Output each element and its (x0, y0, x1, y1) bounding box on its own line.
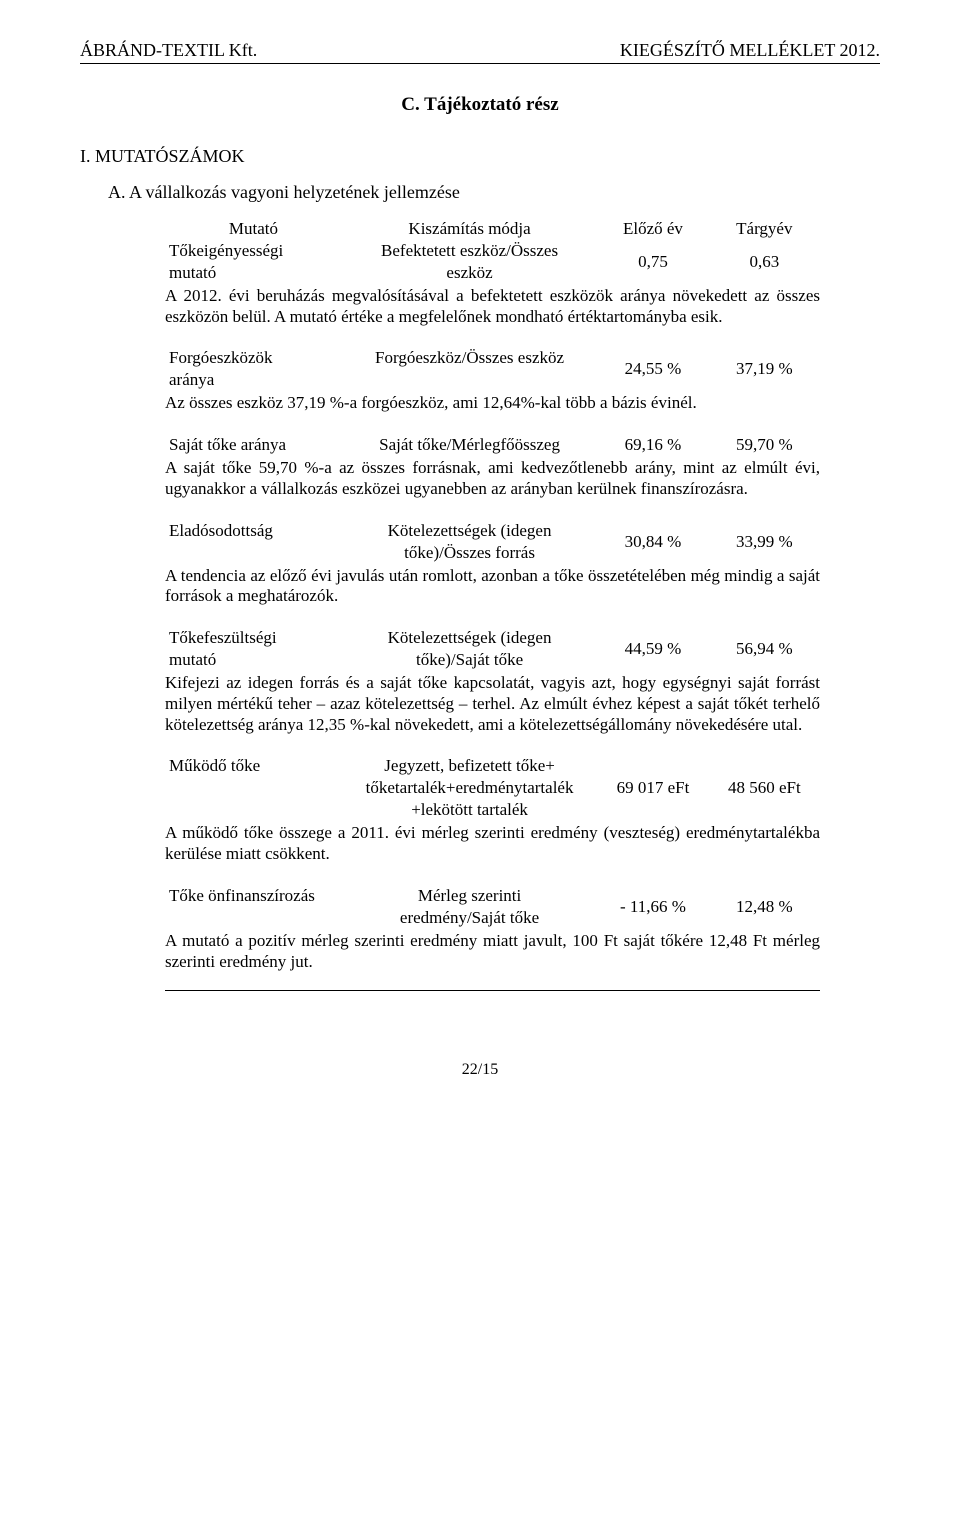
row-name2: mutató (165, 649, 342, 671)
row-name2 (165, 542, 342, 564)
row-calc2 (342, 369, 597, 391)
row-curr: 59,70 % (709, 434, 820, 456)
row-curr: 48 560 eFt (709, 755, 820, 821)
indicator-row-6: Tőke önfinanszírozás Mérleg szerinti - 1… (165, 885, 820, 929)
row-calc: Forgóeszköz/Összes eszköz (342, 347, 597, 369)
row-curr: 37,19 % (709, 347, 820, 391)
indicator-row-3: Eladósodottság Kötelezettségek (idegen 3… (165, 520, 820, 564)
row-name2 (165, 907, 342, 929)
content-block: Mutató Kiszámítás módja Előző év Tárgyév… (165, 218, 820, 991)
row-prev: 0,75 (597, 240, 708, 284)
subsection-i: I. MUTATÓSZÁMOK (80, 146, 880, 167)
row-prev: 69 017 eFt (597, 755, 708, 821)
row-calc2: tőke)/Összes forrás (342, 542, 597, 564)
row-explain-3: A tendencia az előző évi javulás után ro… (165, 566, 820, 607)
indicator-row-4: Tőkefeszültségi Kötelezettségek (idegen … (165, 627, 820, 671)
indicator-row-2: Saját tőke aránya Saját tőke/Mérlegfőöss… (165, 434, 820, 456)
row-name: Tőkeigényességi (165, 240, 342, 262)
row-calc2: tőketartalék+eredménytartalék (342, 777, 597, 799)
header-left: ÁBRÁND-TEXTIL Kft. (80, 40, 257, 61)
indicator-row-0: Tőkeigényességi Befektetett eszköz/Össze… (165, 240, 820, 284)
indicator-table-header: Mutató Kiszámítás módja Előző év Tárgyév (165, 218, 820, 240)
row-explain-5: A működő tőke összege a 2011. évi mérleg… (165, 823, 820, 864)
col-curr: Tárgyév (709, 218, 820, 240)
row-calc3: +lekötött tartalék (342, 799, 597, 821)
row-explain-0: A 2012. évi beruházás megvalósításával a… (165, 286, 820, 327)
row-calc: Befektetett eszköz/Összes (342, 240, 597, 262)
row-calc2: tőke)/Saját tőke (342, 649, 597, 671)
row-explain-6: A mutató a pozitív mérleg szerinti eredm… (165, 931, 820, 991)
row-name: Saját tőke aránya (165, 434, 342, 456)
subsection-a: A. A vállalkozás vagyoni helyzetének jel… (108, 182, 880, 203)
row-prev: 24,55 % (597, 347, 708, 391)
header-right: KIEGÉSZÍTŐ MELLÉKLET 2012. (620, 40, 880, 61)
indicator-row-1: Forgóeszközök Forgóeszköz/Összes eszköz … (165, 347, 820, 391)
row-calc: Mérleg szerinti (342, 885, 597, 907)
row-name: Eladósodottság (165, 520, 342, 542)
col-calc: Kiszámítás módja (342, 218, 597, 240)
col-mutato: Mutató (165, 218, 342, 240)
row-name2 (165, 777, 342, 799)
row-calc: Saját tőke/Mérlegfőösszeg (342, 434, 597, 456)
page-header: ÁBRÁND-TEXTIL Kft. KIEGÉSZÍTŐ MELLÉKLET … (80, 40, 880, 64)
row-prev: 30,84 % (597, 520, 708, 564)
row-calc: Kötelezettségek (idegen (342, 520, 597, 542)
row-curr: 0,63 (709, 240, 820, 284)
row-name: Működő tőke (165, 755, 342, 777)
row-calc2: eredmény/Saját tőke (342, 907, 597, 929)
row-curr: 12,48 % (709, 885, 820, 929)
row-prev: 69,16 % (597, 434, 708, 456)
row-calc: Kötelezettségek (idegen (342, 627, 597, 649)
page: ÁBRÁND-TEXTIL Kft. KIEGÉSZÍTŐ MELLÉKLET … (0, 0, 960, 1119)
row-name: Forgóeszközök (165, 347, 342, 369)
col-prev: Előző év (597, 218, 708, 240)
indicator-row-5: Működő tőke Jegyzett, befizetett tőke+ 6… (165, 755, 820, 821)
row-curr: 33,99 % (709, 520, 820, 564)
row-name: Tőke önfinanszírozás (165, 885, 342, 907)
section-title: C. Tájékoztató rész (80, 94, 880, 116)
row-prev: - 11,66 % (597, 885, 708, 929)
row-explain-4: Kifejezi az idegen forrás és a saját tők… (165, 673, 820, 735)
row-name2: mutató (165, 262, 342, 284)
row-prev: 44,59 % (597, 627, 708, 671)
row-explain-2: A saját tőke 59,70 %-a az összes forrásn… (165, 458, 820, 499)
page-number: 22/15 (80, 1061, 880, 1079)
row-calc: Jegyzett, befizetett tőke+ (342, 755, 597, 777)
row-calc2: eszköz (342, 262, 597, 284)
row-name: Tőkefeszültségi (165, 627, 342, 649)
row-explain-1: Az összes eszköz 37,19 %-a forgóeszköz, … (165, 393, 820, 414)
row-name2: aránya (165, 369, 342, 391)
row-curr: 56,94 % (709, 627, 820, 671)
